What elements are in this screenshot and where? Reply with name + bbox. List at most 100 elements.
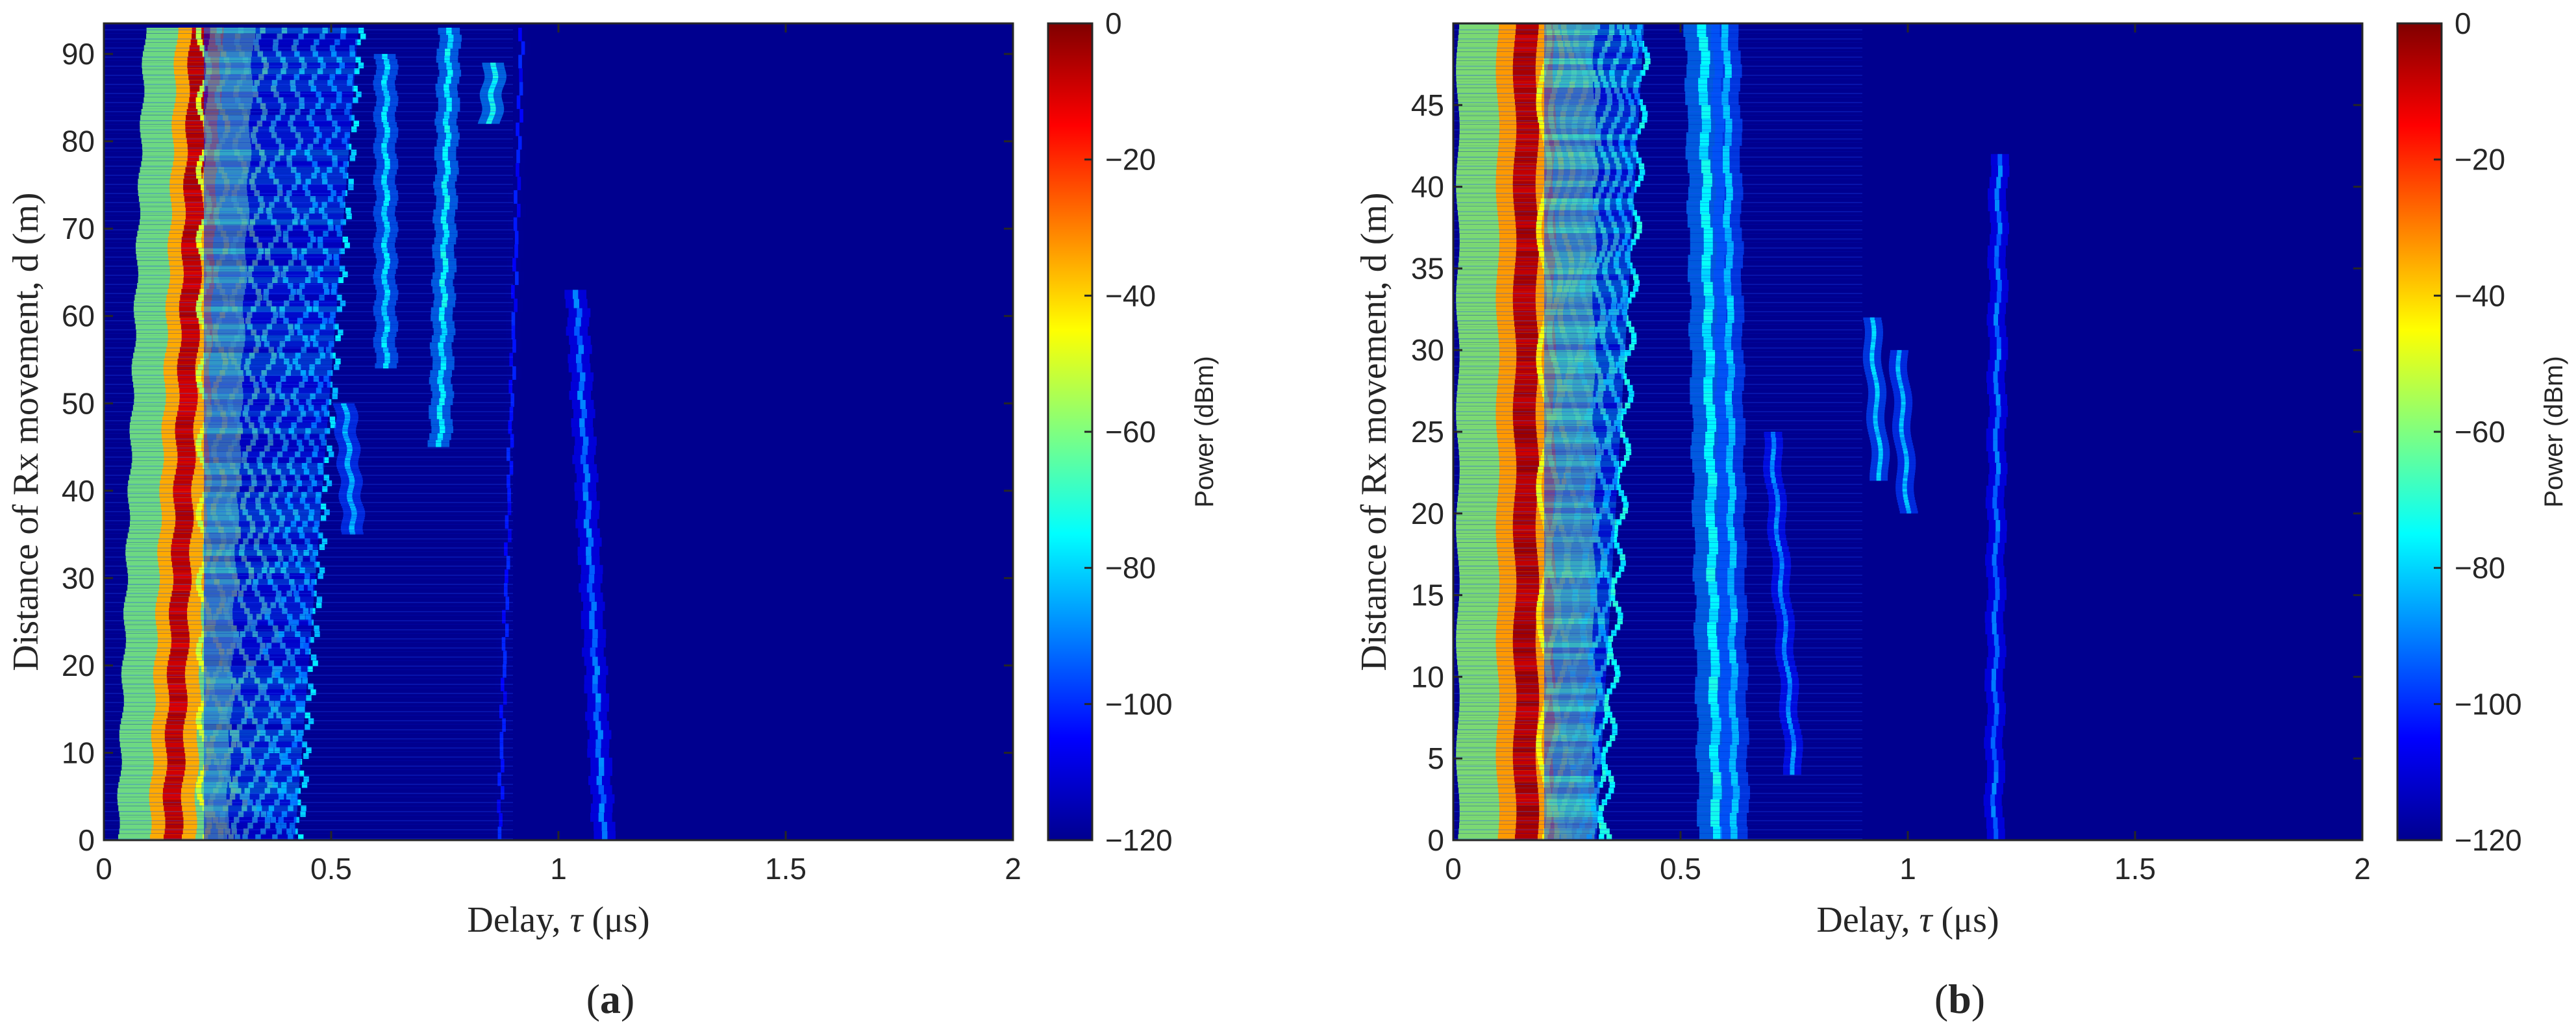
path-core bbox=[1907, 510, 1912, 514]
path-core bbox=[588, 537, 594, 547]
path-core bbox=[1878, 445, 1883, 449]
colorbar-tick-label: −40 bbox=[1105, 279, 1156, 312]
path-core bbox=[582, 482, 588, 492]
path-core bbox=[599, 803, 605, 813]
path-core bbox=[597, 730, 603, 740]
path-core bbox=[521, 41, 525, 55]
path-core bbox=[583, 519, 590, 529]
power-path bbox=[564, 290, 616, 840]
path-core bbox=[1876, 472, 1881, 476]
path-core bbox=[601, 794, 606, 804]
path-core bbox=[1904, 464, 1909, 467]
path-core bbox=[580, 427, 586, 437]
path-core bbox=[517, 177, 521, 190]
heatmap-b-tracks bbox=[1453, 23, 2010, 840]
path-core bbox=[1871, 334, 1877, 337]
path-core bbox=[1876, 475, 1881, 479]
power-path bbox=[1862, 317, 1890, 481]
path-core bbox=[1878, 451, 1883, 454]
path-core bbox=[572, 290, 579, 299]
y-tick-label: 80 bbox=[62, 125, 95, 158]
path-core bbox=[602, 830, 608, 840]
path-core bbox=[1902, 489, 1907, 492]
path-core bbox=[589, 619, 595, 630]
path-core bbox=[1873, 410, 1878, 413]
panel-label-a: (a) bbox=[586, 976, 635, 1022]
colorbar-tick-label: 0 bbox=[1105, 6, 1122, 40]
path-core bbox=[518, 136, 522, 150]
path-core bbox=[1903, 494, 1908, 497]
path-core bbox=[1899, 432, 1904, 435]
path-core bbox=[516, 149, 520, 164]
path-core bbox=[590, 647, 596, 657]
path-core bbox=[1873, 423, 1879, 427]
path-core bbox=[1901, 442, 1907, 445]
path-core bbox=[519, 108, 523, 123]
path-core bbox=[577, 363, 582, 373]
path-core bbox=[601, 821, 608, 831]
path-core bbox=[573, 299, 579, 308]
path-core bbox=[591, 601, 597, 611]
path-core bbox=[1875, 393, 1880, 397]
path-core bbox=[582, 445, 588, 455]
path-core bbox=[1871, 328, 1877, 331]
path-core bbox=[576, 354, 582, 364]
path-core bbox=[514, 230, 519, 245]
path-core bbox=[1869, 353, 1875, 356]
path-core bbox=[1903, 475, 1908, 479]
path-core bbox=[580, 399, 586, 410]
path-core bbox=[1874, 382, 1879, 386]
path-core bbox=[1875, 396, 1880, 399]
path-core bbox=[516, 163, 519, 177]
path-core bbox=[511, 325, 516, 340]
path-core bbox=[1876, 478, 1881, 481]
path-core bbox=[519, 82, 523, 95]
path-core bbox=[1903, 478, 1908, 481]
path-core bbox=[1874, 401, 1879, 405]
path-core bbox=[511, 312, 516, 326]
path-core bbox=[1873, 407, 1879, 410]
path-core bbox=[581, 409, 588, 419]
path-core bbox=[586, 583, 593, 593]
noise-streaks bbox=[104, 23, 513, 840]
colorbar-tick-label: −120 bbox=[1105, 823, 1173, 857]
path-core bbox=[1871, 342, 1876, 345]
heatmap-b bbox=[1452, 22, 2364, 841]
y-tick-label: 10 bbox=[62, 736, 95, 769]
path-core bbox=[1869, 360, 1875, 364]
path-core bbox=[514, 298, 518, 312]
path-core bbox=[585, 510, 592, 519]
path-core bbox=[586, 556, 592, 566]
path-core bbox=[584, 473, 591, 483]
path-core bbox=[1905, 505, 1910, 508]
path-core bbox=[578, 345, 584, 355]
path-core bbox=[1899, 434, 1905, 438]
path-core bbox=[1878, 448, 1883, 451]
path-core bbox=[1902, 480, 1907, 484]
path-core bbox=[598, 766, 605, 777]
path-core bbox=[598, 812, 605, 822]
colorbar-a-label: Power (dBm) bbox=[1190, 356, 1219, 507]
path-core bbox=[596, 776, 602, 786]
path-core bbox=[598, 757, 605, 767]
y-tick-label: 40 bbox=[62, 474, 95, 508]
path-core bbox=[582, 492, 589, 501]
path-core bbox=[1875, 391, 1880, 394]
path-core bbox=[1870, 347, 1875, 351]
path-core bbox=[592, 629, 598, 639]
path-core bbox=[1875, 388, 1880, 392]
path-core bbox=[580, 372, 586, 382]
colorbar-tick-label: −100 bbox=[1105, 687, 1173, 721]
path-core bbox=[1871, 336, 1877, 340]
path-core bbox=[1900, 437, 1905, 440]
path-core bbox=[592, 675, 598, 684]
path-core bbox=[1875, 385, 1880, 388]
path-core bbox=[1905, 503, 1910, 506]
path-core bbox=[519, 68, 523, 82]
path-core bbox=[1877, 464, 1882, 467]
path-core bbox=[1903, 492, 1908, 495]
path-core bbox=[1877, 467, 1882, 470]
path-core bbox=[1870, 364, 1875, 367]
